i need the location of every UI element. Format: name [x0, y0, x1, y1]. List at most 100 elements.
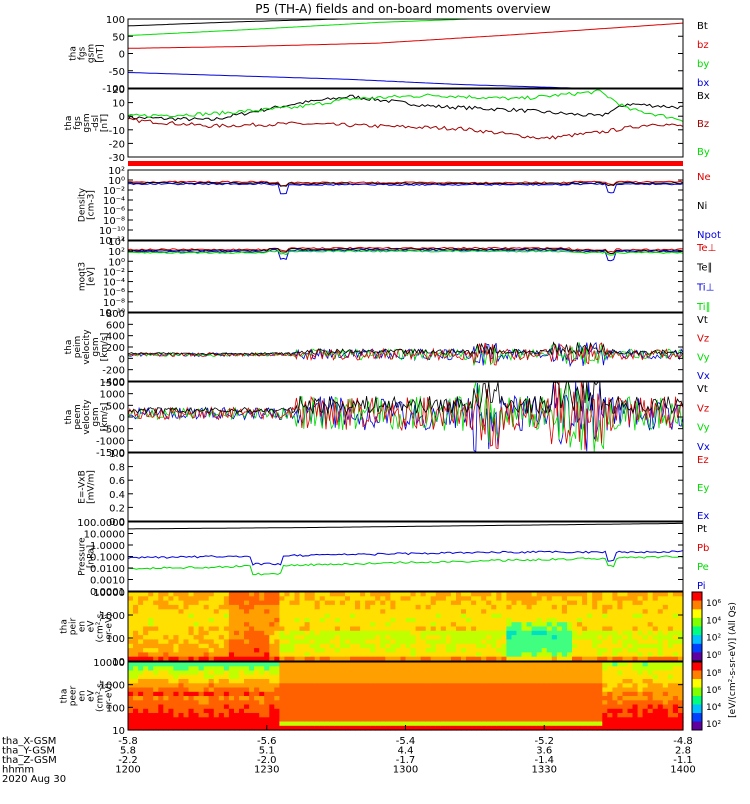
- heatmap-cell: [430, 721, 437, 727]
- heatmap-cell: [143, 652, 149, 658]
- y-axis-title-line: tha: [64, 340, 74, 355]
- heatmap-cell: [203, 656, 210, 662]
- heatmap-cell: [234, 662, 240, 667]
- heatmap-cell: [143, 704, 149, 710]
- heatmap-cell: [163, 596, 169, 602]
- heatmap-cell: [203, 662, 210, 667]
- heatmap-cell: [466, 592, 472, 597]
- heatmap-cell: [597, 700, 603, 706]
- heatmap-cell: [678, 639, 684, 645]
- heatmap-cell: [481, 717, 487, 723]
- y-tick-label: 10: [112, 99, 125, 110]
- heatmap-cell: [667, 687, 674, 693]
- legend-bz: bz: [697, 40, 709, 51]
- heatmap-cell: [390, 704, 396, 710]
- heatmap-cell: [400, 679, 407, 684]
- heatmap-cell: [592, 696, 598, 701]
- heatmap-cell: [531, 609, 538, 615]
- heatmap-cell: [168, 666, 174, 672]
- heatmap-cell: [198, 721, 205, 727]
- heatmap-cell: [143, 656, 149, 662]
- heatmap-cell: [390, 708, 396, 714]
- heatmap-cell: [652, 704, 659, 710]
- heatmap-cell: [188, 674, 195, 680]
- heatmap-cell: [218, 683, 225, 689]
- heatmap-cell: [329, 725, 336, 731]
- figure-title: P5 (TH-A) fields and on-board moments ov…: [255, 2, 551, 16]
- heatmap-cell: [345, 696, 351, 701]
- heatmap-cell: [652, 708, 659, 714]
- heatmap-cell: [269, 613, 275, 619]
- heatmap-cell: [642, 704, 649, 710]
- heatmap-cell: [450, 652, 457, 658]
- heatmap-cell: [168, 683, 174, 689]
- heatmap-cell: [546, 700, 553, 706]
- heatmap-cell: [299, 670, 306, 676]
- heatmap-cell: [531, 683, 538, 689]
- heatmap-cell: [632, 592, 639, 597]
- heatmap-cell: [678, 708, 684, 714]
- heatmap-cell: [526, 691, 533, 697]
- heatmap-cell: [536, 626, 543, 632]
- heatmap-cell: [218, 656, 225, 662]
- heatmap-cell: [375, 687, 381, 693]
- heatmap-cell: [607, 721, 613, 727]
- heatmap-cell: [395, 717, 401, 723]
- heatmap-cell: [324, 725, 331, 731]
- heatmap-cell: [541, 635, 548, 640]
- heatmap-cell: [506, 630, 512, 636]
- colorbar-title-text: [eV/(cm²-s-sr-eV)] (All Qs): [728, 602, 738, 718]
- heatmap-cell: [496, 696, 502, 701]
- heatmap-cell: [430, 662, 437, 667]
- heatmap-cell: [456, 713, 462, 718]
- heatmap-cell: [269, 596, 275, 602]
- heatmap-cell: [405, 679, 412, 684]
- heatmap-cell: [541, 596, 548, 602]
- heatmap-cell: [284, 622, 290, 628]
- heatmap-cell: [148, 592, 154, 597]
- heatmap-cell: [274, 704, 280, 710]
- heatmap-cell: [309, 652, 316, 658]
- heatmap-cell: [471, 696, 477, 701]
- heatmap-cell: [148, 643, 154, 649]
- heatmap-cell: [218, 662, 225, 667]
- heatmap-cell: [637, 592, 644, 597]
- heatmap-cell: [329, 626, 336, 632]
- heatmap-cell: [511, 687, 518, 693]
- heatmap-cell: [385, 704, 391, 710]
- heatmap-cell: [607, 617, 613, 623]
- heatmap-cell: [516, 656, 523, 662]
- heatmap-cell: [158, 643, 164, 649]
- heatmap-cell: [385, 721, 391, 727]
- heatmap-cell: [582, 683, 588, 689]
- heatmap-cell: [466, 725, 472, 731]
- heatmap-cell: [456, 666, 462, 672]
- heatmap-cell: [314, 592, 321, 597]
- heatmap-cell: [158, 648, 164, 653]
- heatmap-cell: [264, 700, 270, 706]
- heatmap-cell: [395, 600, 401, 606]
- heatmap-cell: [511, 609, 518, 615]
- heatmap-cell: [541, 704, 548, 710]
- heatmap-cell: [602, 622, 608, 628]
- heatmap-cell: [279, 609, 285, 615]
- heatmap-cell: [163, 639, 169, 645]
- y-tick-label: 20: [112, 85, 125, 96]
- heatmap-cell: [501, 717, 507, 723]
- heatmap-cell: [279, 639, 285, 645]
- heatmap-cell: [153, 700, 159, 706]
- heatmap-cell: [440, 674, 447, 680]
- heatmap-cell: [375, 613, 381, 619]
- heatmap-cell: [587, 666, 593, 672]
- heatmap-cell: [163, 635, 169, 640]
- heatmap-cell: [476, 652, 482, 658]
- heatmap-cell: [632, 596, 639, 602]
- heatmap-cell: [420, 635, 427, 640]
- heatmap-cell: [627, 691, 634, 697]
- heatmap-cell: [339, 721, 346, 727]
- heatmap-cell: [577, 600, 583, 606]
- heatmap-cell: [491, 713, 497, 718]
- heatmap-cell: [218, 696, 225, 701]
- heatmap-cell: [511, 600, 518, 606]
- x-tick-label: 5.1: [259, 746, 275, 757]
